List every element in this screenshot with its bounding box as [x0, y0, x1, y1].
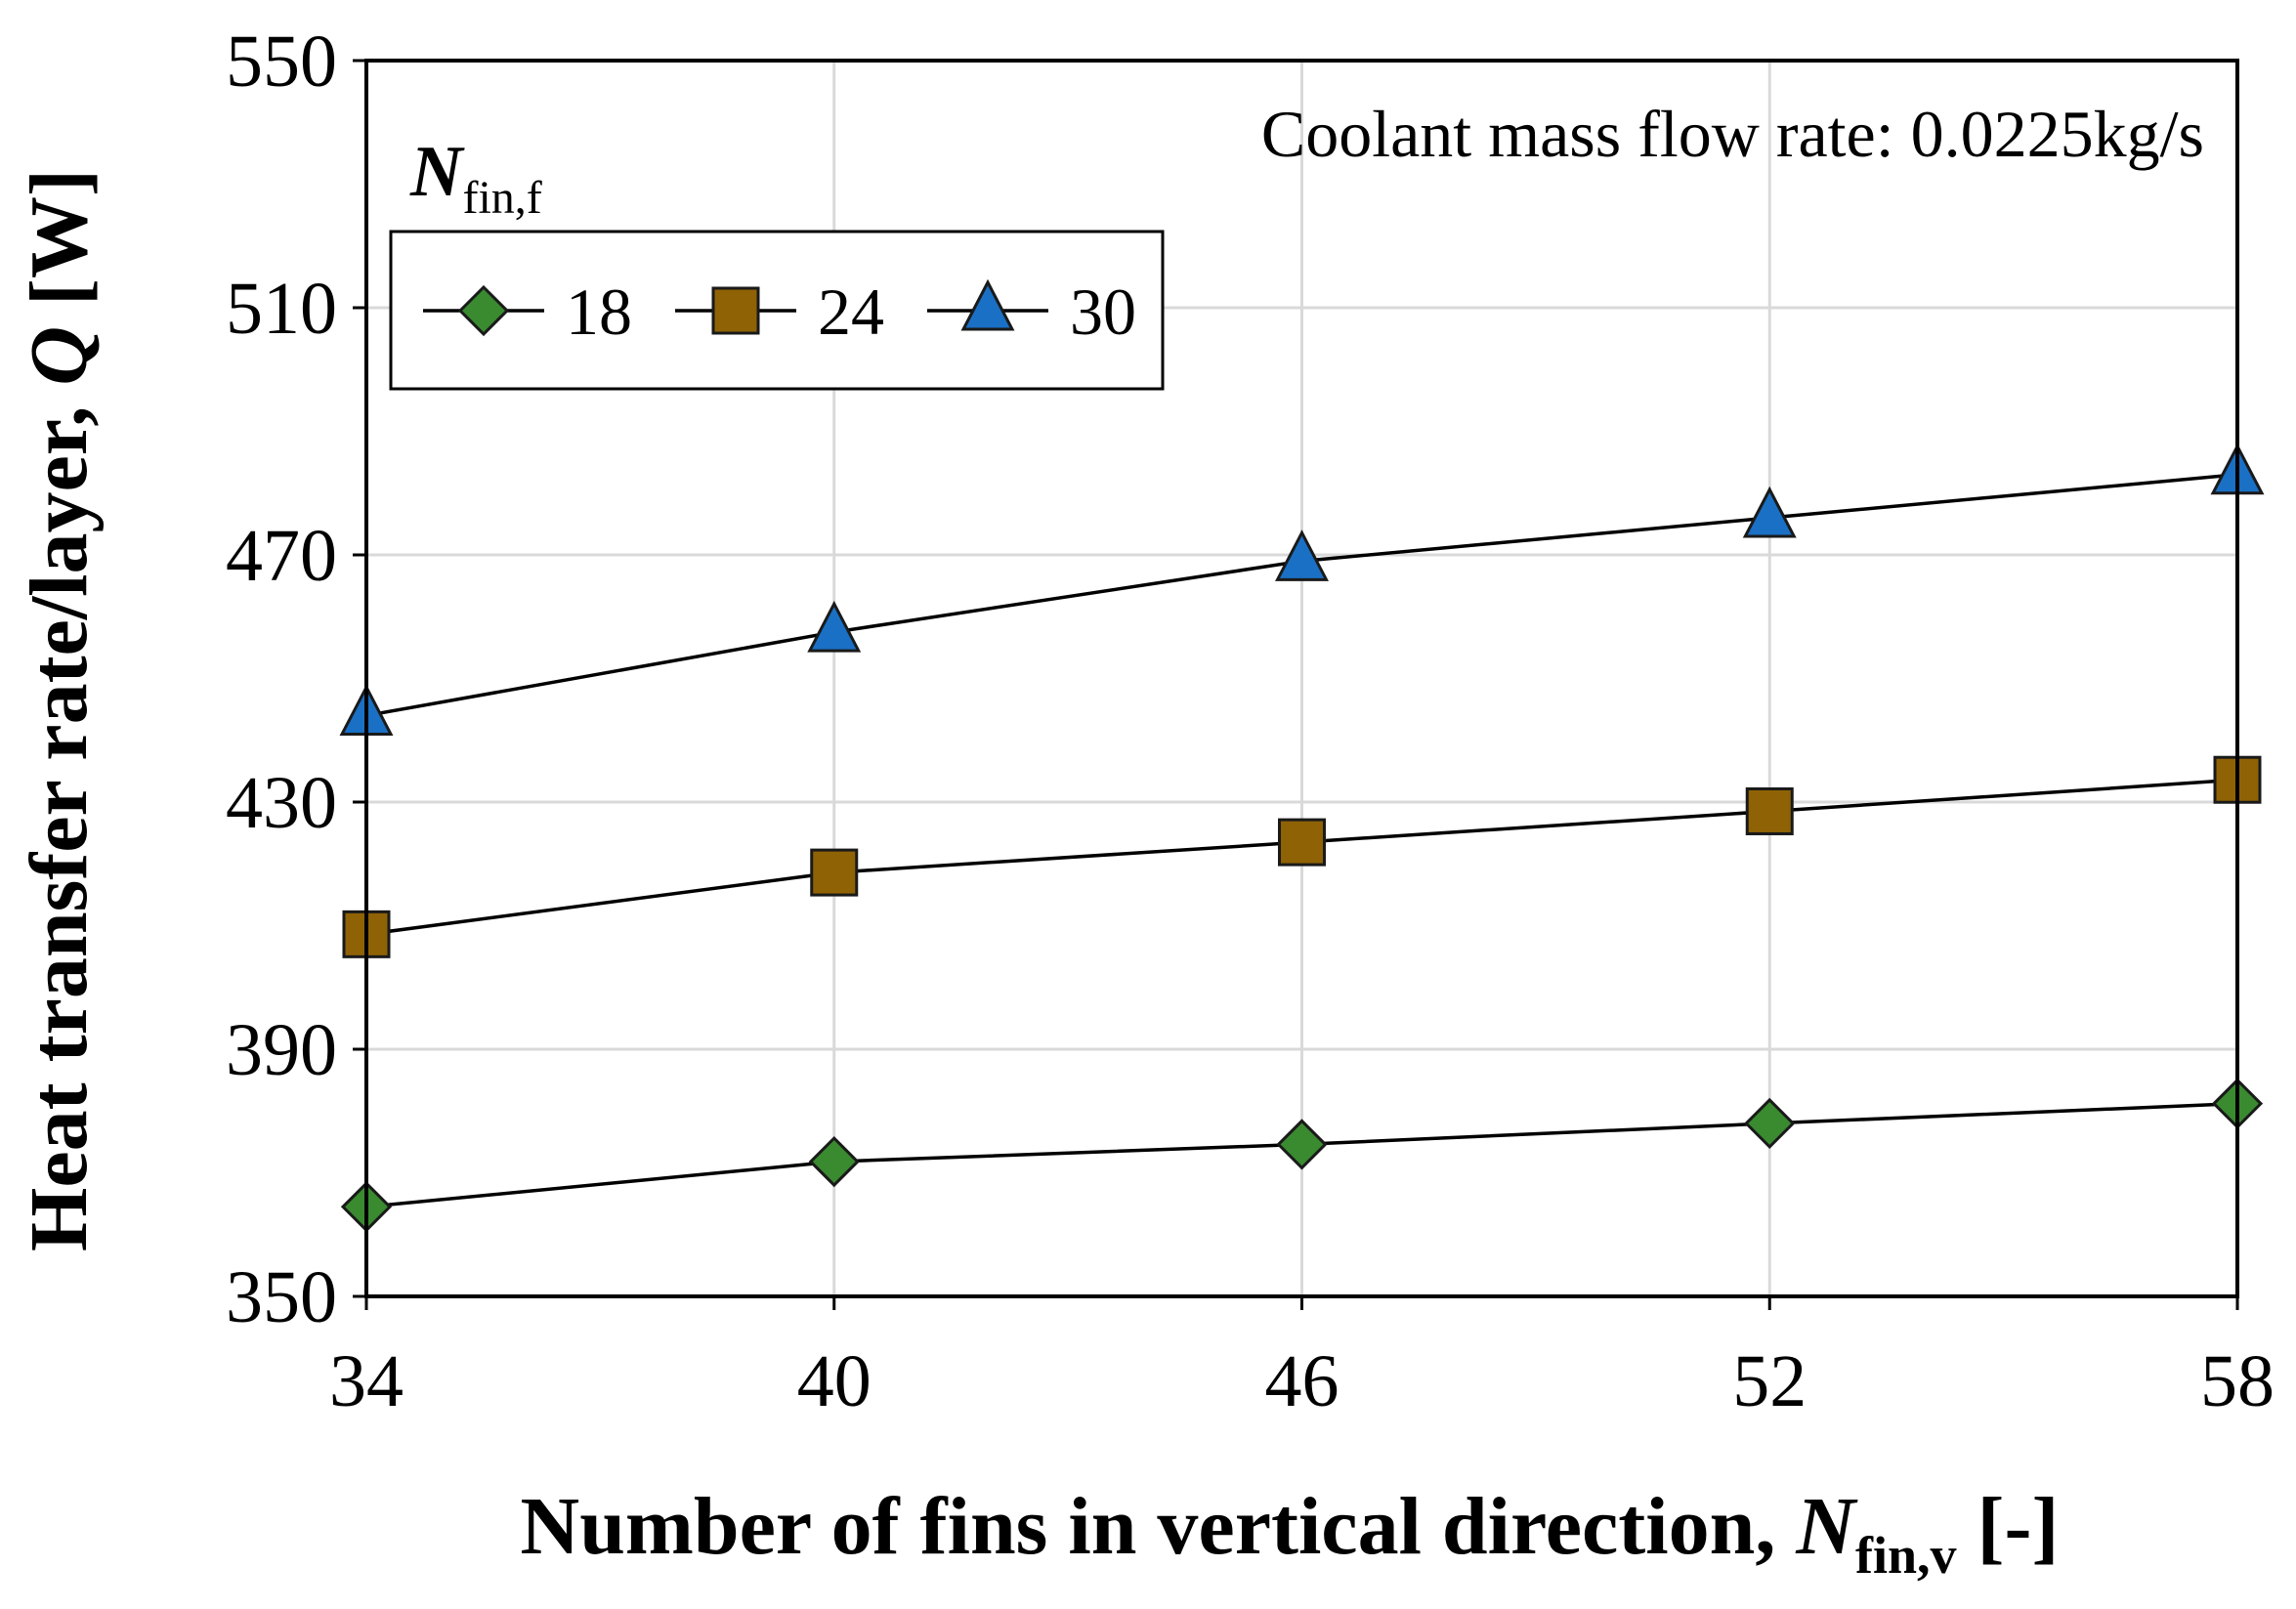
x-tick-label: 52: [1732, 1340, 1807, 1422]
x-tick-label: 34: [329, 1340, 404, 1422]
x-axis-title-suffix: [-]: [1957, 1481, 2060, 1572]
data-point-30: [807, 600, 862, 653]
legend-title-subscript: fin,f: [462, 172, 541, 224]
data-point-24: [1745, 786, 1794, 835]
data-point-18: [1744, 1097, 1796, 1150]
x-tick-label: 46: [1265, 1340, 1339, 1422]
data-point-18: [1276, 1119, 1328, 1170]
y-tick-label: 430: [226, 762, 337, 844]
legend-label: 18: [566, 275, 632, 349]
y-axis-title: Heat transfer rate/layer, Q [W]: [14, 169, 105, 1251]
legend-item-30: 30: [927, 275, 1136, 349]
data-point-24: [1278, 818, 1326, 867]
data-point-24: [810, 848, 859, 897]
y-tick-label: 390: [226, 1009, 337, 1091]
y-tick-label: 350: [226, 1256, 337, 1338]
legend-label: 30: [1070, 275, 1136, 349]
flow-rate-annotation: Coolant mass flow rate: 0.0225kg/s: [1261, 97, 2204, 171]
x-axis-title-subscript: fin,v: [1855, 1526, 1957, 1585]
x-axis-title-prefix: Number of fins in vertical direction,: [521, 1481, 1797, 1572]
legend-marker-30: [960, 278, 1015, 331]
y-tick-label: 470: [226, 515, 337, 597]
y-tick-label: 510: [226, 268, 337, 350]
x-axis-title: Number of fins in vertical direction, Nf…: [521, 1481, 2060, 1585]
legend-label: 24: [818, 275, 884, 349]
data-point-30: [1275, 529, 1329, 581]
data-point-30: [1742, 486, 1797, 538]
y-axis-title-prefix: Heat transfer rate/layer,: [14, 386, 105, 1251]
x-tick-label: 40: [797, 1340, 872, 1422]
legend-title-symbol: N: [409, 132, 465, 212]
y-axis-title-suffix: [W]: [14, 169, 105, 326]
axis-ticks: 350 390 430 470 510 550 34 40 46 52 58: [226, 21, 2275, 1422]
legend-marker-24: [711, 286, 760, 335]
legend: 18 24 30: [389, 230, 1165, 391]
legend-item-18: 18: [423, 275, 632, 349]
y-tick-label: 550: [226, 21, 337, 103]
data-point-18: [808, 1135, 860, 1188]
x-axis-title-symbol: N: [1795, 1481, 1858, 1572]
legend-title: Nfin,f: [409, 132, 542, 224]
y-axis-title-symbol: Q: [14, 326, 105, 386]
x-tick-label: 58: [2200, 1340, 2275, 1422]
legend-item-24: 24: [675, 275, 884, 349]
legend-marker-18: [457, 284, 510, 337]
